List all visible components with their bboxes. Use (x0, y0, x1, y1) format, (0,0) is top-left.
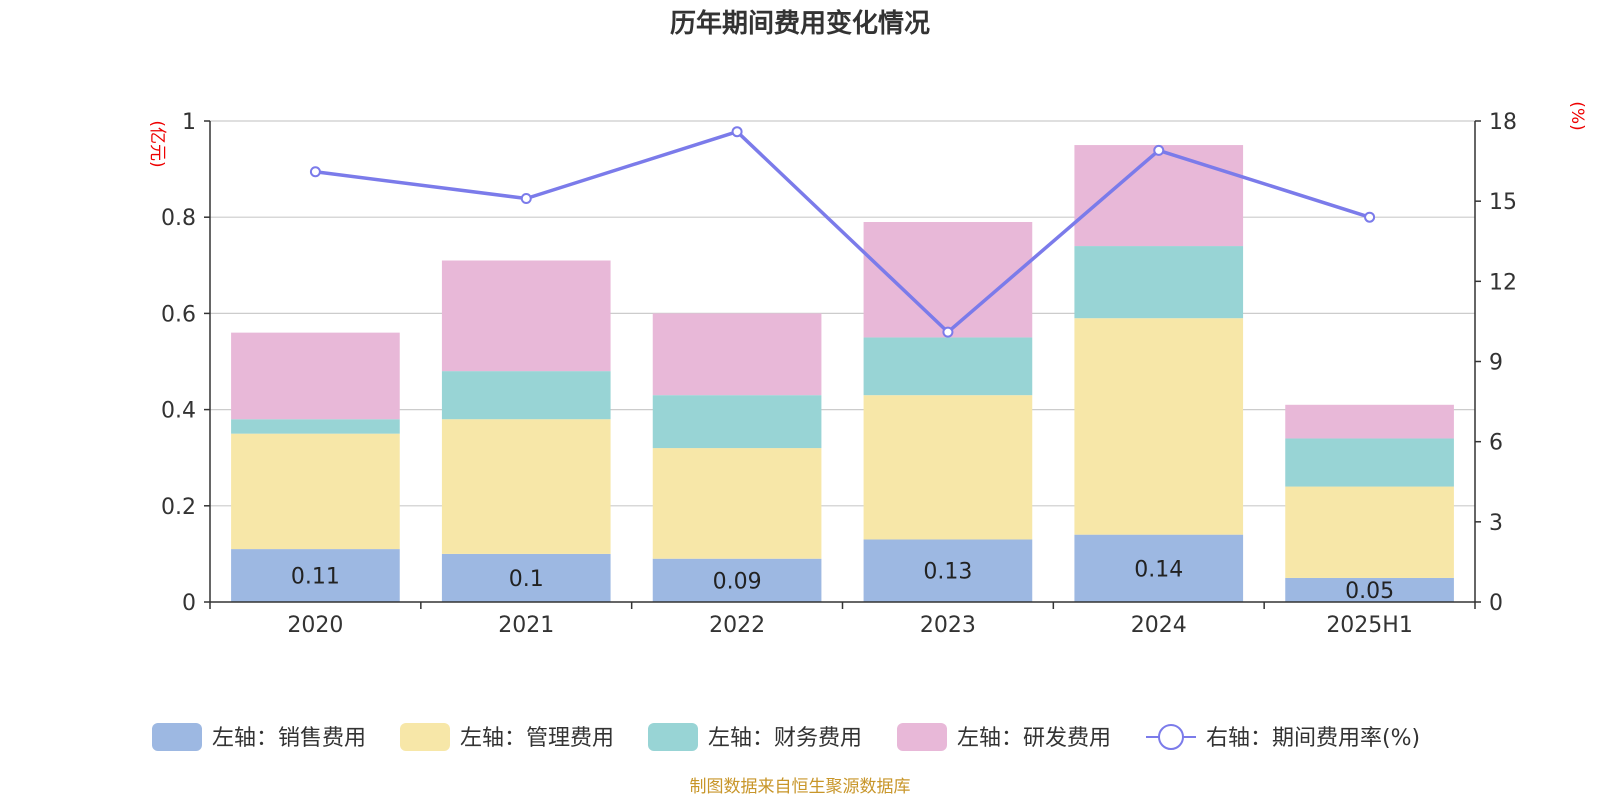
x-tick-label: 2021 (498, 613, 554, 638)
bar-segment (1285, 486, 1454, 578)
chart-title: 历年期间费用变化情况 (670, 8, 930, 39)
rate-point (731, 126, 743, 138)
data-label: 0.13 (923, 560, 972, 585)
bar-segment (863, 337, 1033, 396)
x-tick-label: 2025H1 (1326, 613, 1413, 638)
right-tick-label: 12 (1489, 270, 1517, 295)
source-note: 制图数据来自恒生聚源数据库 (690, 777, 911, 797)
left-tick-label: 0 (182, 591, 196, 616)
left-tick-label: 0.4 (161, 399, 196, 424)
bar-segment (1074, 534, 1244, 602)
right-tick-label: 9 (1489, 351, 1503, 376)
x-tick-label: 2020 (287, 613, 343, 638)
data-label: 0.09 (713, 569, 762, 594)
right-tick-label: 15 (1489, 190, 1517, 215)
legend: 左轴：销售费用 左轴：管理费用 左轴：财务费用 左轴：研发费用 右轴：期间费用率(%) (152, 723, 1420, 751)
bar-series: 0.11 0.1 0.09 0.13 0.14 0.05 (231, 145, 1454, 604)
rate-line (315, 129, 1371, 334)
right-axis-unit: (%) (1567, 101, 1587, 130)
legend-swatch (152, 723, 202, 751)
left-axis-unit: (亿元) (147, 120, 167, 167)
left-tick-label: 1 (182, 110, 196, 135)
rate-point (520, 192, 532, 204)
right-tick-label: 6 (1489, 431, 1503, 456)
bar-segment (652, 313, 822, 396)
bar-segment (1285, 577, 1454, 602)
bar-segment (231, 549, 400, 602)
bar-segment (1285, 438, 1454, 487)
bar-segment (863, 395, 1033, 540)
left-tick-label: 0.8 (161, 206, 196, 231)
bar-segment (652, 558, 822, 602)
line-series (309, 126, 1376, 338)
bar-segment (863, 539, 1033, 602)
data-label: 0.11 (291, 565, 340, 590)
rate-point (309, 166, 321, 178)
x-tick-label: 2024 (1131, 613, 1187, 638)
bar-segment (1074, 318, 1244, 535)
bar-segment (441, 419, 611, 554)
legend-circle-marker (1158, 724, 1184, 750)
bar-segment (1285, 404, 1454, 439)
legend-label: 右轴：期间费用率(%) (1206, 726, 1420, 751)
data-label: 0.05 (1345, 579, 1394, 604)
legend-label: 左轴：管理费用 (460, 726, 614, 751)
data-label: 0.14 (1134, 557, 1183, 582)
legend-label: 左轴：销售费用 (212, 726, 366, 751)
left-tick-label: 0.6 (161, 302, 196, 327)
right-tick-label: 18 (1489, 110, 1517, 135)
bar-segment (652, 395, 822, 449)
bar-segment (441, 260, 611, 372)
bar-segment (231, 419, 400, 434)
legend-label: 左轴：研发费用 (957, 726, 1111, 751)
x-tick-label: 2022 (709, 613, 765, 638)
bar-segment (441, 371, 611, 420)
rate-point (1153, 144, 1165, 156)
right-tick-label: 0 (1489, 591, 1503, 616)
legend-swatch (648, 723, 698, 751)
legend-swatch (897, 723, 947, 751)
data-label: 0.1 (509, 567, 544, 592)
legend-swatch (400, 723, 450, 751)
legend-label: 左轴：财务费用 (708, 726, 862, 751)
bar-segment (652, 448, 822, 559)
bar-segment (231, 433, 400, 550)
axes: 0 0.2 0.4 0.6 0.8 1 0 3 6 9 12 15 18 2020 2021 2022 2023… (161, 110, 1517, 638)
right-tick-label: 3 (1489, 511, 1503, 536)
rate-point (1364, 211, 1376, 223)
bar-segment (441, 553, 611, 602)
bar-segment (231, 332, 400, 420)
x-tick-label: 2023 (920, 613, 976, 638)
bar-segment (1074, 145, 1244, 247)
gridlines (210, 120, 1475, 507)
bar-segment (1074, 246, 1244, 319)
left-tick-label: 0.2 (161, 495, 196, 520)
rate-point (942, 326, 954, 338)
